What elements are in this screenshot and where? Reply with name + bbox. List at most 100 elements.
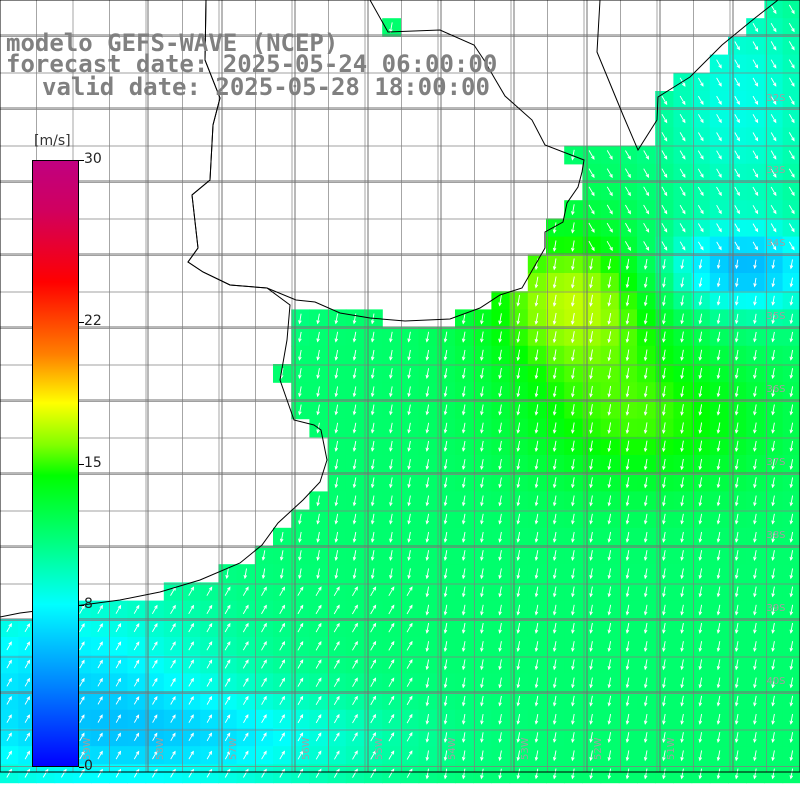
wind-arrow bbox=[789, 277, 794, 288]
wind-arrow bbox=[571, 477, 575, 489]
wind-arrow bbox=[680, 586, 684, 598]
wind-cell bbox=[782, 0, 800, 19]
wind-arrow bbox=[662, 477, 666, 489]
wind-arrow bbox=[643, 385, 648, 398]
wind-arrow bbox=[480, 477, 484, 489]
wind-arrow bbox=[352, 750, 358, 760]
wind-arrow bbox=[6, 641, 12, 651]
wind-arrow bbox=[789, 477, 794, 489]
wind-arrow bbox=[498, 550, 502, 562]
wind-arrow bbox=[24, 659, 31, 669]
wind-arrow bbox=[370, 586, 377, 597]
wind-arrow bbox=[261, 641, 267, 651]
wind-arrow bbox=[389, 531, 393, 543]
wind-arrow bbox=[716, 313, 721, 325]
wind-arrow bbox=[516, 495, 521, 507]
wind-arrow bbox=[370, 640, 377, 651]
wind-arrow bbox=[480, 768, 484, 780]
wind-arrow bbox=[388, 750, 395, 760]
wind-cell bbox=[782, 72, 800, 92]
wind-arrow bbox=[679, 223, 686, 233]
wind-arrow bbox=[789, 641, 794, 653]
wind-cell bbox=[782, 36, 800, 56]
colorbar-tickmark bbox=[79, 605, 84, 607]
wind-arrow bbox=[352, 404, 357, 416]
wind-arrow bbox=[770, 168, 777, 178]
wind-arrow bbox=[716, 513, 721, 525]
wind-arrow bbox=[625, 168, 631, 179]
wind-arrow bbox=[770, 132, 777, 142]
wind-arrow bbox=[734, 295, 739, 306]
wind-arrow bbox=[152, 641, 158, 651]
wind-arrow bbox=[571, 222, 575, 234]
wind-arrow bbox=[406, 677, 413, 687]
wind-arrow bbox=[734, 349, 739, 361]
wind-arrow bbox=[188, 696, 194, 705]
wind-arrow bbox=[352, 386, 357, 398]
wind-arrow bbox=[552, 604, 557, 616]
wind-arrow bbox=[425, 622, 430, 634]
wind-arrow bbox=[552, 477, 557, 489]
wind-arrow bbox=[789, 77, 795, 87]
wind-arrow bbox=[333, 604, 340, 615]
wind-arrow bbox=[297, 586, 304, 596]
wind-arrow bbox=[480, 568, 484, 580]
wind-arrow bbox=[24, 677, 31, 687]
wind-arrow bbox=[753, 259, 757, 270]
wind-arrow bbox=[734, 495, 739, 507]
wind-arrow bbox=[698, 331, 703, 343]
wind-arrow bbox=[734, 440, 739, 453]
wind-arrow bbox=[680, 458, 684, 471]
lon-label: 52W bbox=[593, 737, 604, 760]
wind-arrow bbox=[788, 59, 795, 69]
wind-arrow bbox=[771, 404, 775, 416]
wind-cell bbox=[782, 145, 800, 165]
wind-arrow bbox=[389, 568, 393, 580]
wind-arrow bbox=[534, 313, 539, 325]
wind-arrow bbox=[789, 677, 794, 689]
wind-arrow bbox=[589, 568, 593, 580]
wind-arrow bbox=[753, 641, 757, 653]
wind-arrow bbox=[534, 677, 539, 689]
wind-arrow bbox=[206, 586, 213, 596]
wind-arrow bbox=[770, 41, 777, 51]
wind-arrow bbox=[643, 204, 650, 215]
wind-arrow bbox=[534, 604, 539, 616]
wind-arrow bbox=[406, 640, 413, 651]
wind-arrow bbox=[425, 714, 430, 725]
wind-arrow bbox=[662, 695, 666, 707]
wind-arrow bbox=[662, 349, 666, 362]
wind-arrow bbox=[480, 586, 484, 598]
wind-arrow bbox=[789, 295, 794, 306]
wind-arrow bbox=[425, 513, 430, 525]
wind-arrow bbox=[643, 750, 648, 762]
wind-arrow bbox=[370, 568, 375, 580]
wind-arrow bbox=[589, 458, 593, 471]
wind-arrow bbox=[425, 677, 430, 689]
wind-arrow bbox=[133, 750, 140, 760]
wind-arrow bbox=[498, 604, 502, 616]
wind-arrow bbox=[680, 440, 684, 453]
wind-arrow bbox=[734, 150, 740, 160]
wind-arrow bbox=[716, 277, 721, 288]
wind-arrow bbox=[625, 768, 630, 780]
wind-arrow bbox=[243, 750, 249, 760]
wind-arrow bbox=[406, 750, 413, 760]
wind-arrow bbox=[734, 168, 740, 178]
wind-arrow bbox=[516, 422, 521, 434]
wind-arrow bbox=[753, 659, 757, 671]
wind-arrow bbox=[789, 331, 794, 343]
wind-arrow bbox=[407, 477, 411, 489]
wind-arrow bbox=[589, 312, 593, 326]
wind-arrow bbox=[698, 568, 703, 580]
wind-arrow bbox=[79, 750, 85, 760]
wind-arrow bbox=[607, 422, 612, 435]
wind-arrow bbox=[607, 513, 612, 525]
wind-arrow bbox=[625, 276, 630, 289]
wind-arrow bbox=[134, 732, 140, 742]
wind-arrow bbox=[534, 331, 539, 344]
wind-arrow bbox=[461, 714, 466, 725]
wind-arrow bbox=[589, 695, 593, 707]
wind-arrow bbox=[480, 313, 484, 325]
wind-arrow bbox=[334, 313, 339, 325]
